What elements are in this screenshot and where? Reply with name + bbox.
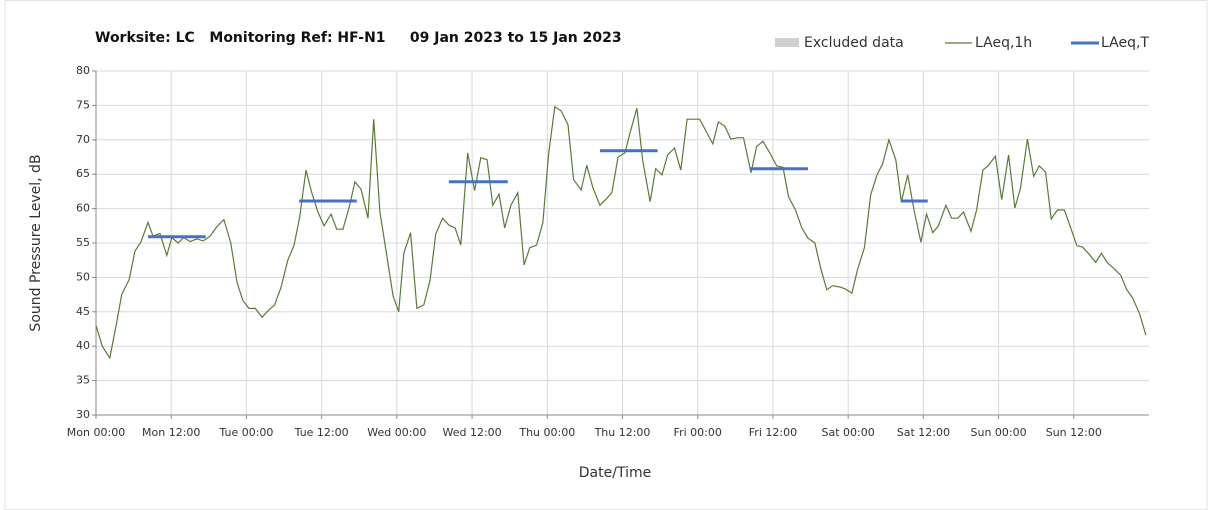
y-tick-label: 70 [76, 133, 90, 146]
x-tick-label: Fri 00:00 [674, 426, 722, 439]
y-tick-label: 75 [76, 98, 90, 111]
y-tick-label: 80 [76, 64, 90, 77]
y-tick-label: 50 [76, 270, 90, 283]
x-tick-label: Fri 12:00 [749, 426, 797, 439]
x-tick-label: Sat 00:00 [822, 426, 875, 439]
line-series [95, 105, 1147, 360]
x-tick-label: Wed 12:00 [442, 426, 501, 439]
y-tick-label: 30 [76, 408, 90, 421]
x-tick-label: Sun 00:00 [971, 426, 1027, 439]
legend-label: LAeq,1h [975, 35, 1032, 51]
x-tick-label: Sun 12:00 [1046, 426, 1102, 439]
x-tick-label: Thu 00:00 [518, 426, 575, 439]
x-tick-label: Tue 00:00 [218, 426, 273, 439]
y-axis-label: Sound Pressure Level, dB [28, 154, 44, 331]
x-tick-label: Mon 12:00 [142, 426, 200, 439]
x-tick-label: Wed 00:00 [367, 426, 426, 439]
y-tick-label: 60 [76, 202, 90, 215]
y-tick-label: 65 [76, 167, 90, 180]
y-tick-label: 40 [76, 339, 90, 352]
x-tick-label: Thu 12:00 [594, 426, 651, 439]
y-tick-label: 55 [76, 236, 90, 249]
y-tick-label: 45 [76, 305, 90, 318]
x-axis-label: Date/Time [579, 465, 651, 481]
chart-title: Worksite: LC Monitoring Ref: HF-N1 09 Ja… [95, 30, 622, 46]
legend-label: LAeq,T [1101, 35, 1149, 51]
x-tick-label: Sat 12:00 [897, 426, 950, 439]
x-tick-label: Tue 12:00 [294, 426, 349, 439]
legend-label: Excluded data [804, 35, 904, 51]
y-tick-label: 35 [76, 374, 90, 387]
x-tick-label: Mon 00:00 [67, 426, 125, 439]
legend-swatch [775, 38, 799, 47]
